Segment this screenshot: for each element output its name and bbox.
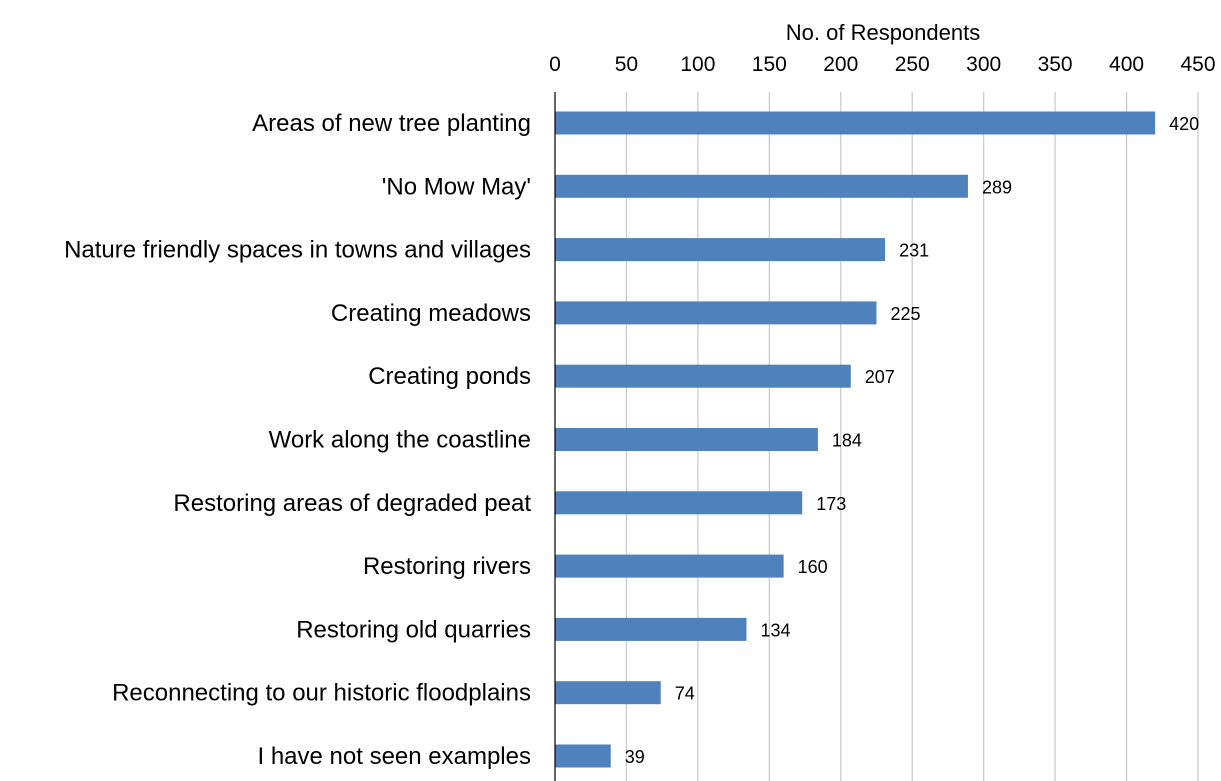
bar <box>555 491 803 515</box>
bars <box>555 111 1156 768</box>
x-tick-label: 400 <box>1109 53 1144 76</box>
bar <box>555 744 611 768</box>
x-tick-label: 0 <box>549 53 561 76</box>
bar <box>555 174 968 198</box>
data-label: 225 <box>891 304 921 324</box>
category-label: Restoring rivers <box>363 553 531 580</box>
bar <box>555 364 851 388</box>
x-tick-label: 450 <box>1180 53 1215 76</box>
category-label: Restoring old quarries <box>296 616 531 643</box>
data-labels: 420 289 231 225 207 184 173 160 134 74 39 <box>625 114 1199 767</box>
x-tick-label: 200 <box>823 53 858 76</box>
x-tick-label: 300 <box>966 53 1001 76</box>
data-label: 173 <box>816 494 846 514</box>
data-label: 231 <box>899 241 929 261</box>
category-labels: Areas of new tree planting 'No Mow May' Na… <box>64 110 531 770</box>
x-tick-label: 100 <box>680 53 715 76</box>
data-label: 39 <box>625 747 645 767</box>
x-tick-label: 50 <box>615 53 638 76</box>
bar <box>555 111 1156 135</box>
bar <box>555 681 661 705</box>
bar <box>555 554 784 578</box>
category-label: Restoring areas of degraded peat <box>173 490 531 517</box>
category-label: I have not seen examples <box>257 743 531 770</box>
bar <box>555 301 877 325</box>
data-label: 289 <box>982 177 1012 197</box>
data-label: 134 <box>760 620 790 640</box>
data-label: 74 <box>675 684 695 704</box>
data-label: 420 <box>1169 114 1199 134</box>
bar <box>555 617 747 641</box>
bar <box>555 428 818 451</box>
category-label: Creating ponds <box>368 363 531 390</box>
category-label: Creating meadows <box>331 300 531 327</box>
gridlines <box>625 92 1199 781</box>
x-tick-label: 150 <box>752 53 787 76</box>
x-tick-label: 250 <box>895 53 930 76</box>
data-label: 184 <box>832 431 862 451</box>
bar <box>555 238 886 262</box>
category-label: Reconnecting to our historic floodplains <box>112 680 531 707</box>
category-label: Nature friendly spaces in towns and vill… <box>64 237 531 264</box>
x-tick-labels: 0 50 100 150 200 250 300 350 400 450 <box>549 53 1215 76</box>
category-label: Areas of new tree planting <box>252 110 531 137</box>
data-label: 160 <box>798 557 828 577</box>
category-label: 'No Mow May' <box>382 173 531 200</box>
x-tick-label: 350 <box>1038 53 1073 76</box>
category-label: Work along the coastline <box>269 427 531 454</box>
data-label: 207 <box>865 367 895 387</box>
x-axis-title: No. of Respondents <box>786 20 980 45</box>
